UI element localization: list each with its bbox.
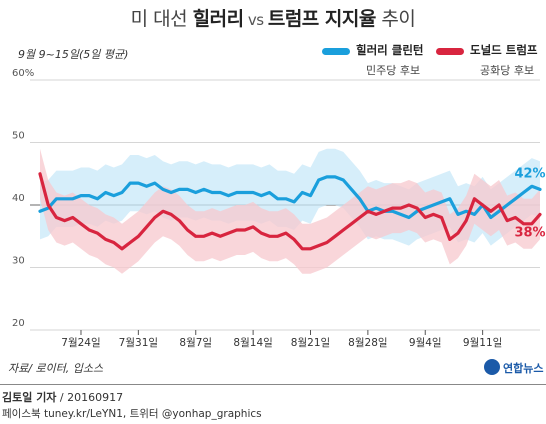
series-line-1	[38, 172, 542, 251]
title-support: 지지율	[318, 8, 376, 30]
chart-title: 미 대선 힐러리 vs 트럼프 지지율 추이	[0, 0, 546, 38]
y-tick-label: 50	[12, 131, 25, 142]
x-tick-label: 7월24일	[61, 336, 100, 349]
footer-divider	[0, 384, 546, 385]
title-prefix: 미 대선	[130, 8, 193, 30]
x-tick-label: 9월4일	[409, 336, 442, 349]
author-name: 김토일 기자	[2, 391, 57, 404]
chart-subtitle: 9월 9~15일(5일 평균)	[18, 48, 129, 61]
data-source: 자료/ 로이터, 입소스	[8, 362, 104, 375]
x-tick-label: 8월21일	[291, 336, 330, 349]
yonhap-logo-text: 연합뉴스	[503, 362, 544, 375]
yonhap-logo-icon	[484, 359, 500, 375]
author-date: / 20160917	[56, 391, 124, 404]
legend-swatch-clinton	[322, 48, 350, 55]
yonhap-logo: 연합뉴스	[484, 358, 544, 378]
social-links: 페이스북 tuney.kr/LeYN1, 트위터 @yonhap_graphic…	[2, 408, 262, 420]
y-tick-label: 30	[12, 256, 25, 267]
x-tick-label: 9월11일	[463, 336, 502, 349]
line-chart: 20 30 40 50 60% 7월24일 7월31일 8월7일 8월14일 8월21일 8월28일…	[12, 68, 546, 349]
title-clinton: 힐러리	[192, 8, 244, 30]
title-trump: 트럼프	[267, 8, 319, 30]
x-tick-label: 8월14일	[233, 336, 272, 349]
x-tick-label: 8월7일	[179, 336, 212, 349]
confidence-band-1	[40, 148, 540, 274]
end-label-clinton: 42%	[514, 166, 545, 181]
x-tick-label: 8월28일	[348, 336, 387, 349]
end-label-trump: 38%	[514, 225, 545, 240]
y-tick-label: 20	[12, 318, 25, 329]
legend-party-clinton: 민주당 후보	[366, 64, 421, 77]
legend-name-clinton: 힐러리 클린턴	[356, 43, 424, 57]
title-vs: vs	[243, 11, 268, 29]
legend-party-trump: 공화당 후보	[480, 64, 535, 77]
title-trend: 추이	[375, 8, 416, 30]
legend-swatch-trump	[436, 48, 464, 55]
legend-name-trump: 도널드 트럼프	[470, 43, 538, 57]
author-credit: 김토일 기자 / 20160917	[2, 389, 123, 405]
x-tick-label: 7월31일	[119, 336, 158, 349]
y-tick-label: 60%	[12, 68, 34, 79]
series-line-0	[38, 175, 542, 220]
y-tick-label: 40	[12, 193, 25, 204]
